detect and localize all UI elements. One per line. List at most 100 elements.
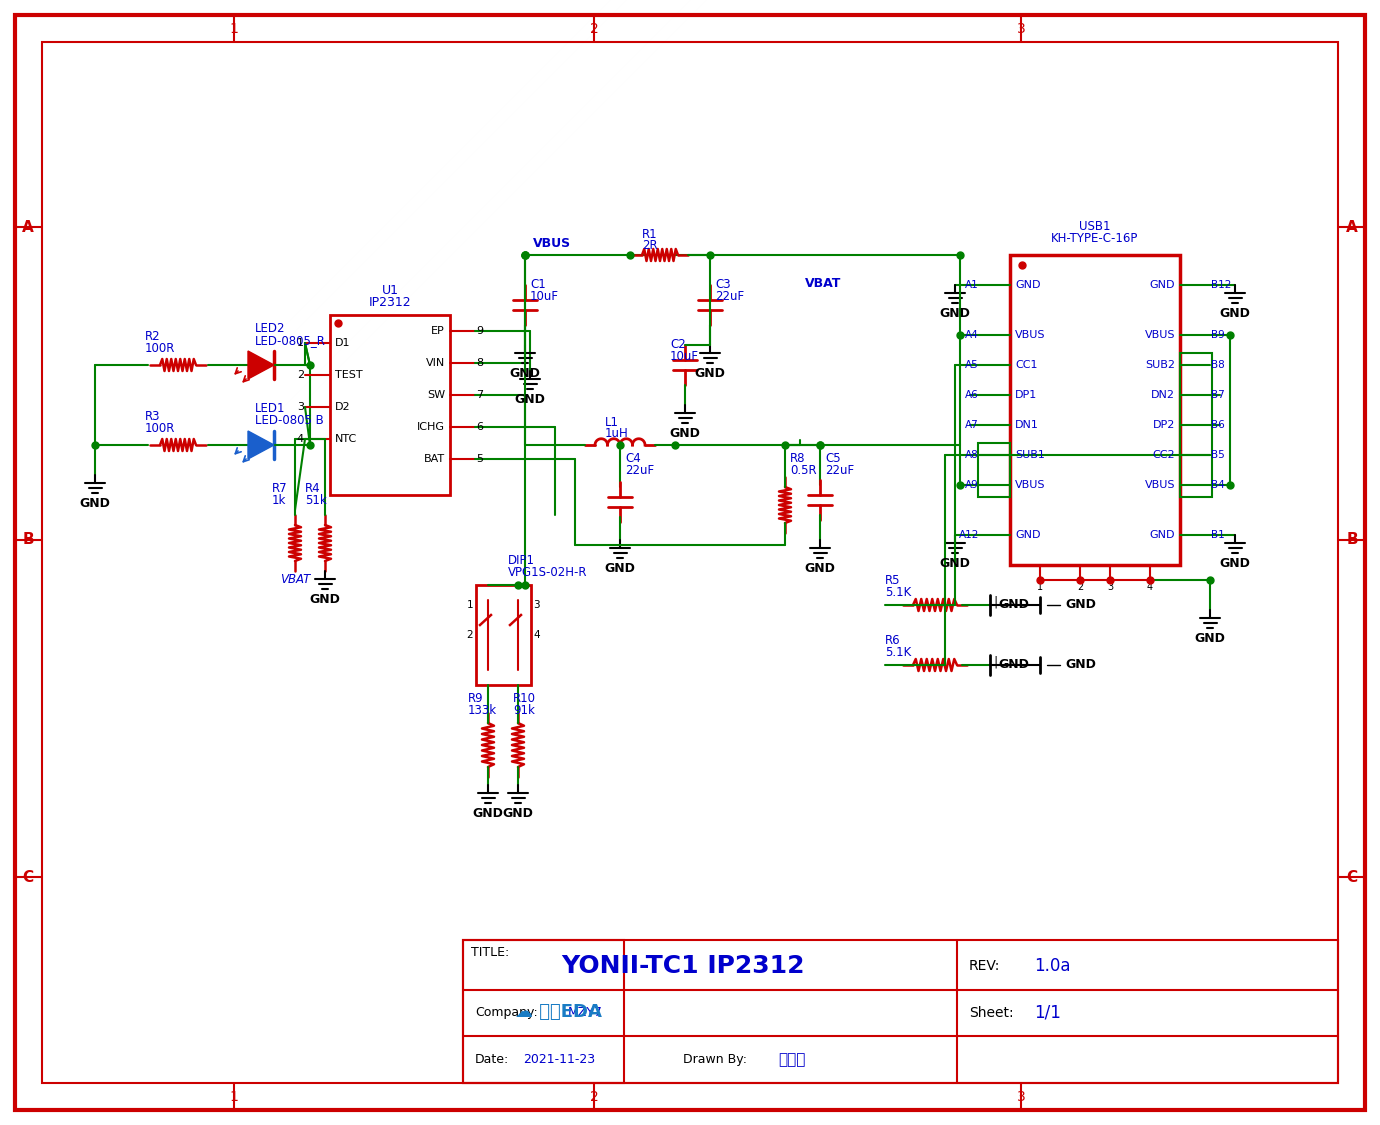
Text: GND: GND [805, 562, 835, 575]
Text: A9: A9 [965, 480, 978, 490]
Text: YONII-TC1 IP2312: YONII-TC1 IP2312 [562, 954, 805, 978]
Text: IP2312: IP2312 [368, 296, 411, 309]
Text: 3: 3 [1017, 22, 1025, 36]
Text: 22uF: 22uF [715, 290, 744, 304]
Text: VBAT: VBAT [805, 277, 842, 290]
Text: 2: 2 [466, 630, 473, 640]
Text: GND: GND [1016, 280, 1041, 290]
Text: TITLE:: TITLE: [471, 946, 509, 958]
Text: C1: C1 [530, 279, 545, 291]
Text: A12: A12 [959, 530, 978, 540]
Text: A4: A4 [965, 330, 978, 340]
Text: A8: A8 [965, 450, 978, 460]
Text: DIP1: DIP1 [508, 554, 535, 567]
Text: C: C [1347, 870, 1358, 884]
Text: 7: 7 [476, 390, 483, 400]
Text: 91k: 91k [513, 704, 535, 717]
Text: 2: 2 [589, 22, 599, 36]
Text: 3: 3 [533, 600, 540, 610]
Text: VPG1S-02H-R: VPG1S-02H-R [508, 566, 588, 579]
Text: B4: B4 [1212, 480, 1225, 490]
Text: 原同学: 原同学 [778, 1052, 806, 1066]
Text: GND: GND [472, 807, 504, 820]
Text: A6: A6 [965, 390, 978, 400]
Text: GND: GND [1220, 307, 1250, 319]
Text: B: B [1346, 532, 1358, 548]
Text: 2R: 2R [642, 238, 658, 252]
Text: 8: 8 [476, 358, 483, 368]
Text: GND: GND [1065, 598, 1096, 612]
Text: GND: GND [940, 557, 970, 570]
Text: |: | [994, 595, 998, 609]
Text: GND: GND [998, 658, 1029, 672]
Bar [978, 443, 1010, 497]
Text: C: C [22, 870, 33, 884]
Text: 3: 3 [1017, 1090, 1025, 1104]
Text: R3: R3 [145, 410, 160, 423]
Text: CC2: CC2 [1152, 450, 1174, 460]
Text: 2: 2 [1076, 582, 1083, 592]
Text: DP2: DP2 [1152, 420, 1174, 430]
Text: D1: D1 [335, 338, 351, 348]
Text: 5.1K: 5.1K [885, 586, 911, 598]
Bar [330, 315, 450, 495]
Text: A: A [1346, 219, 1358, 234]
Text: 1uH: 1uH [604, 428, 629, 440]
Text: 1: 1 [466, 600, 473, 610]
Text: A5: A5 [965, 360, 978, 370]
Text: SUB1: SUB1 [1016, 450, 1045, 460]
Text: 133k: 133k [468, 704, 497, 717]
Text: Drawn By:: Drawn By: [683, 1053, 747, 1065]
Text: B: B [22, 532, 34, 548]
Text: 0.5R: 0.5R [789, 464, 817, 477]
Text: GND: GND [998, 598, 1029, 612]
Text: GND: GND [509, 367, 541, 380]
Text: GND: GND [604, 562, 635, 575]
Polygon shape [248, 431, 275, 459]
Text: 22uF: 22uF [625, 464, 654, 477]
Text: A: A [22, 219, 34, 234]
Text: LED-0805 B: LED-0805 B [255, 414, 324, 428]
Text: CC1: CC1 [1016, 360, 1038, 370]
Text: R1: R1 [642, 228, 658, 241]
Text: C4: C4 [625, 452, 640, 465]
Text: GND: GND [669, 428, 701, 440]
Text: 1: 1 [229, 1090, 239, 1104]
Text: C2: C2 [671, 339, 686, 351]
Text: VBUS: VBUS [1016, 330, 1046, 340]
Text: A1: A1 [965, 280, 978, 290]
Polygon shape [248, 351, 275, 379]
Text: DN2: DN2 [1151, 390, 1174, 400]
Text: SW: SW [426, 390, 444, 400]
Bar [476, 585, 531, 685]
Text: SUB2: SUB2 [1145, 360, 1174, 370]
Text: VBUS: VBUS [533, 237, 571, 250]
Text: 2: 2 [589, 1090, 599, 1104]
Text: 1k: 1k [272, 494, 287, 507]
Text: GND: GND [1150, 530, 1174, 540]
Text: R10: R10 [513, 692, 535, 705]
Text: MZY7: MZY7 [569, 1007, 603, 1019]
Text: 22uF: 22uF [825, 464, 854, 477]
Text: GND: GND [502, 807, 534, 820]
Text: U1: U1 [381, 284, 399, 297]
Text: REV:: REV: [969, 958, 1000, 973]
Text: 10uF: 10uF [671, 351, 700, 363]
Text: 100R: 100R [145, 342, 175, 356]
Text: 2: 2 [297, 370, 304, 380]
Text: 1/1: 1/1 [1034, 1004, 1061, 1022]
Text: VBUS: VBUS [1144, 330, 1174, 340]
Text: LED2: LED2 [255, 322, 286, 335]
Text: GND: GND [309, 593, 341, 606]
Text: 5.1K: 5.1K [885, 646, 911, 659]
Text: R2: R2 [145, 330, 160, 343]
Text: USB1: USB1 [1079, 220, 1111, 233]
Text: D2: D2 [335, 402, 351, 412]
Text: C3: C3 [715, 279, 730, 291]
Text: 5: 5 [476, 455, 483, 464]
Text: 9: 9 [476, 326, 483, 336]
Text: VBUS: VBUS [1016, 480, 1046, 490]
Text: B7: B7 [1212, 390, 1225, 400]
Text: R7: R7 [272, 482, 287, 495]
Text: B8: B8 [1212, 360, 1225, 370]
